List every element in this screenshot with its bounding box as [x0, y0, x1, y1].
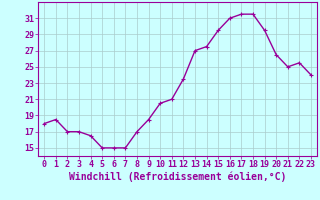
X-axis label: Windchill (Refroidissement éolien,°C): Windchill (Refroidissement éolien,°C) [69, 172, 286, 182]
